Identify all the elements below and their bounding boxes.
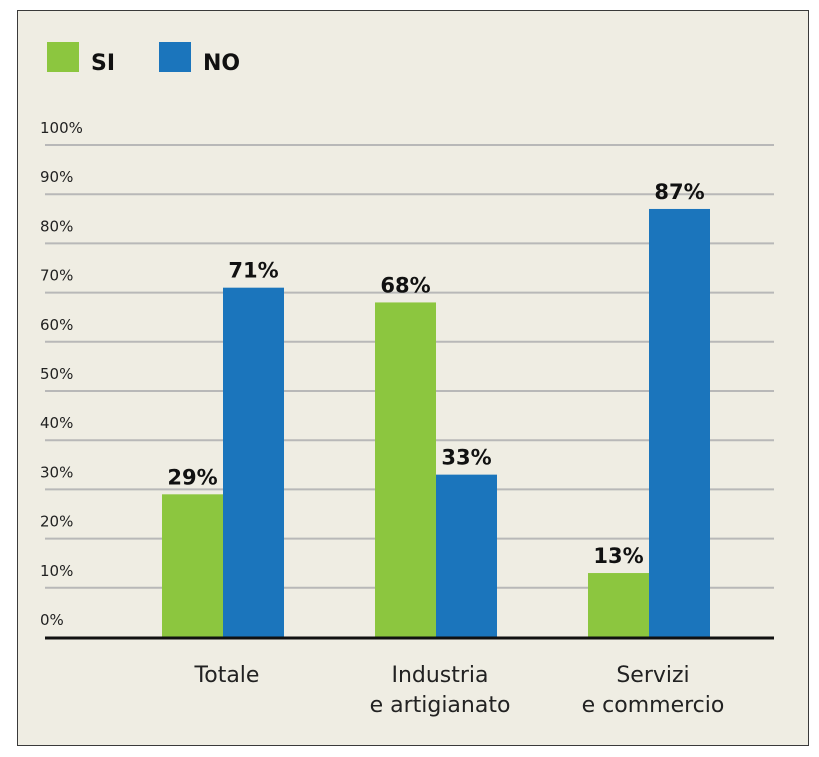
y-tick-label: 80% xyxy=(40,217,73,235)
bar-si-0 xyxy=(162,494,223,637)
y-tick-label: 30% xyxy=(40,463,73,481)
legend-swatch-si xyxy=(47,42,79,72)
bars xyxy=(45,208,774,640)
y-tick-label: 100% xyxy=(40,119,83,137)
category-label: Servizi xyxy=(616,663,689,688)
y-tick-label: 90% xyxy=(40,168,73,186)
bar-si-1 xyxy=(375,302,436,637)
y-tick-label: 60% xyxy=(40,316,73,334)
y-tick-label: 70% xyxy=(40,267,73,285)
category-label: Industria xyxy=(391,663,488,688)
bar-si-2 xyxy=(588,573,649,637)
value-label: 33% xyxy=(441,446,491,470)
legend: SI NO xyxy=(47,42,240,76)
bar-no-2 xyxy=(649,208,710,637)
value-labels: 29% 68% 13% 71% 33% 87% xyxy=(167,180,704,568)
y-tick-label: 40% xyxy=(40,414,73,432)
legend-label-no: NO xyxy=(203,51,240,76)
category-label: Totale xyxy=(194,663,260,688)
value-label: 13% xyxy=(593,544,643,568)
y-tick-label: 50% xyxy=(40,365,73,383)
legend-label-si: SI xyxy=(91,51,115,76)
bar-no-0 xyxy=(223,287,284,637)
value-label: 87% xyxy=(654,180,704,204)
y-tick-label: 10% xyxy=(40,562,73,580)
y-tick-label: 0% xyxy=(40,611,64,629)
y-axis-ticks: 0% 10% 20% 30% 40% 50% 60% 70% 80% 90% 100% xyxy=(40,119,83,629)
category-labels: Totale Industria e artigianato Servizi e com… xyxy=(194,663,725,718)
bar-no-1 xyxy=(436,474,497,637)
legend-swatch-no xyxy=(159,42,191,72)
category-label: e artigianato xyxy=(370,693,511,718)
category-label: e commercio xyxy=(582,693,725,718)
value-label: 68% xyxy=(380,273,430,297)
value-label: 71% xyxy=(228,259,278,283)
value-label: 29% xyxy=(167,465,217,489)
y-tick-label: 20% xyxy=(40,513,73,531)
